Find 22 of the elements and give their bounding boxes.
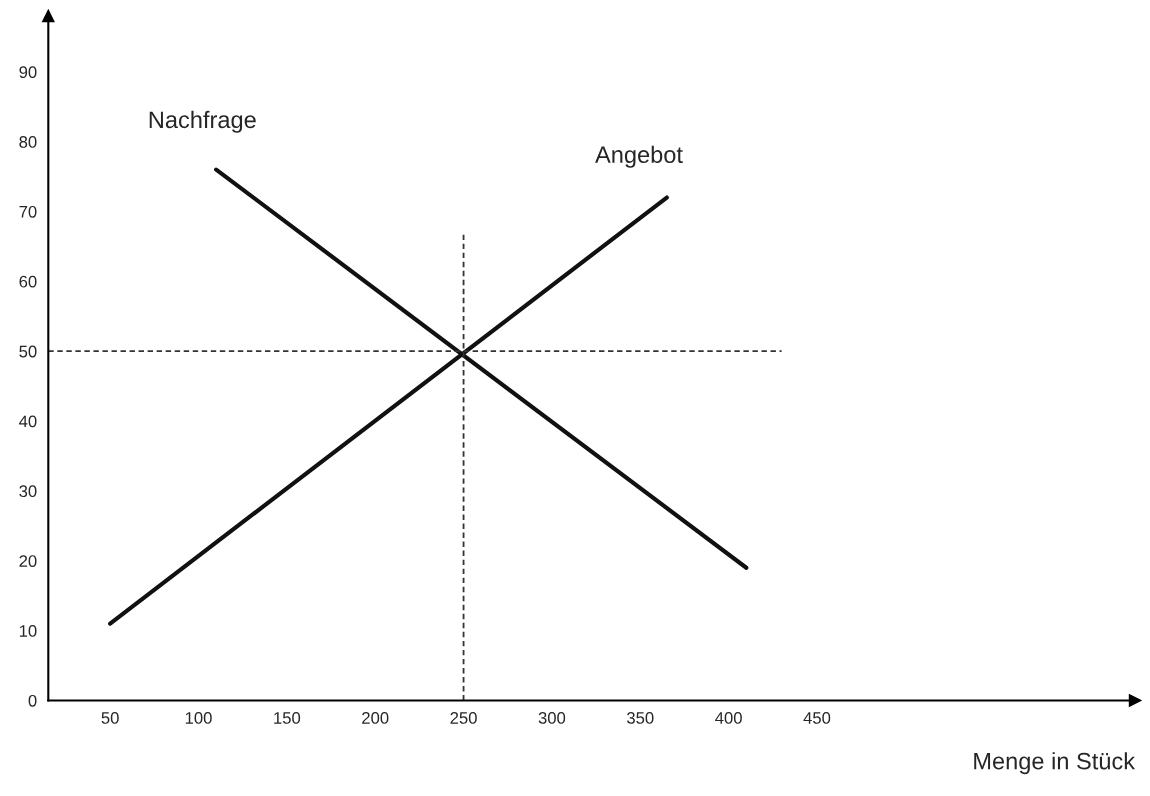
- y-tick-label: 0: [28, 694, 37, 707]
- y-tick-label: 30: [19, 485, 37, 498]
- y-tick-label: 60: [19, 275, 37, 288]
- x-axis-title: Menge in Stück: [974, 752, 1136, 775]
- x-tick-label: 100: [185, 712, 212, 724]
- y-tick-label: 70: [19, 205, 37, 218]
- y-tick-label: 40: [19, 415, 37, 428]
- x-tick-label: 400: [715, 712, 742, 724]
- x-tick-label: 200: [362, 712, 389, 724]
- x-tick-label: 450: [803, 712, 831, 724]
- x-tick-label: 300: [538, 712, 566, 724]
- y-tick-label: 80: [19, 136, 37, 148]
- text: Nachfrage: [149, 110, 256, 133]
- series-label: Angebot: [595, 145, 683, 168]
- y-tick-label: 20: [19, 555, 37, 567]
- y-tick-label: 90: [19, 66, 37, 79]
- x-tick-label: 250: [450, 712, 477, 724]
- y-tick-label: 50: [19, 345, 37, 358]
- x-tick-label: 350: [627, 712, 654, 724]
- y-tick-label: 10: [19, 625, 37, 637]
- x-tick-label: 150: [274, 712, 301, 724]
- x-tick-label: 50: [101, 712, 119, 724]
